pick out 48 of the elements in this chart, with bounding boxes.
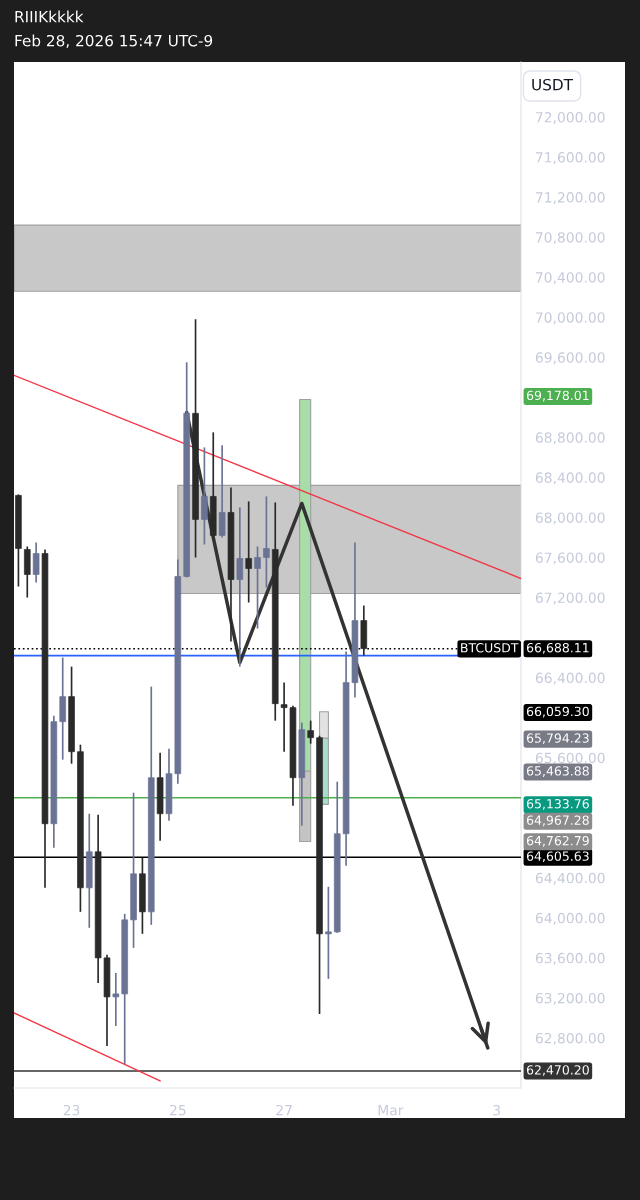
ref-line-label: 62,470.20 xyxy=(526,1065,589,1076)
y-tick-label: 68,000.00 xyxy=(535,512,605,525)
text: 64,967.28 xyxy=(526,815,589,827)
candlestick xyxy=(245,500,252,604)
text: 69,178.01 xyxy=(526,390,589,402)
chart-subtitle: Feb 28, 2026 15:47 UTC-9 xyxy=(15,34,213,48)
text: 65,133.76 xyxy=(526,799,589,810)
text: 64,762.79 xyxy=(526,835,589,847)
text: 65,463.88 xyxy=(526,766,589,777)
y-tick-label: 65,600.00 xyxy=(535,752,605,765)
y-tick-label: 64,000.00 xyxy=(535,912,605,925)
y-axis-title: USDT xyxy=(532,78,574,91)
candlestick xyxy=(112,972,120,1027)
y-tick-label: 62,800.00 xyxy=(535,1032,605,1045)
x-tick-label: 23 xyxy=(63,1104,80,1116)
y-tick-label: 63,200.00 xyxy=(535,992,605,1005)
y-tick-label: 69,600.00 xyxy=(535,352,605,365)
y-tick-label: 71,200.00 xyxy=(536,192,605,205)
y-tick-label: 67,600.00 xyxy=(535,552,605,565)
x-tick-label: Mar xyxy=(378,1105,404,1116)
y-tick-label: 68,800.00 xyxy=(535,432,605,445)
y-tick-label: 71,600.00 xyxy=(536,152,605,164)
candlestick xyxy=(236,506,244,668)
y-tick-label: 64,400.00 xyxy=(535,872,605,885)
y-tick-label: 70,000.00 xyxy=(536,312,605,325)
x-tick-label: 3 xyxy=(493,1104,500,1116)
candlestick xyxy=(218,444,226,539)
ref-line-label: 66,688.11 xyxy=(526,642,589,654)
y-tick-label: 70,800.00 xyxy=(536,232,605,245)
y-tick-label: 66,400.00 xyxy=(535,672,605,685)
y-tick-label: 67,200.00 xyxy=(535,592,605,605)
candlestick xyxy=(32,541,40,584)
annotation: BTCUSDT xyxy=(461,643,519,653)
text: 66,059.30 xyxy=(526,706,589,718)
y-tick-label: 70,400.00 xyxy=(536,272,605,285)
candlestick xyxy=(307,719,314,745)
chart-title: RIIIKkkkk xyxy=(15,10,84,23)
ref-line-label: 64,605.63 xyxy=(526,851,589,863)
candlestick xyxy=(325,885,332,980)
text: 65,794.23 xyxy=(526,733,589,745)
y-tick-label: 68,400.00 xyxy=(535,472,605,485)
x-tick-label: 25 xyxy=(170,1104,186,1116)
candlestick xyxy=(263,495,270,589)
y-tick-label: 72,000.00 xyxy=(536,112,605,124)
candlestick xyxy=(254,545,261,630)
x-tick-label: 27 xyxy=(276,1104,292,1116)
y-tick-label: 63,600.00 xyxy=(535,952,605,965)
candlestick xyxy=(201,446,208,546)
